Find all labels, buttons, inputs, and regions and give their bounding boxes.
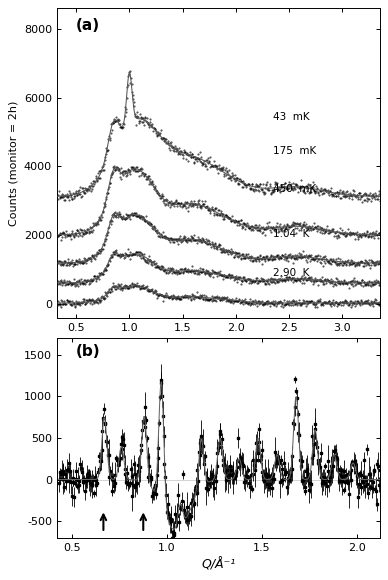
Text: 43  mK: 43 mK: [273, 111, 310, 122]
Text: 2.90  K: 2.90 K: [273, 268, 310, 278]
Text: 450  mK: 450 mK: [273, 184, 316, 194]
Text: 175  mK: 175 mK: [273, 146, 316, 156]
X-axis label: Q/Å⁻¹: Q/Å⁻¹: [201, 558, 236, 572]
Y-axis label: Counts (monitor = 2h): Counts (monitor = 2h): [8, 100, 18, 226]
Text: (b): (b): [76, 344, 101, 359]
Text: 1.04  K: 1.04 K: [273, 229, 310, 238]
Text: (a): (a): [76, 17, 100, 32]
